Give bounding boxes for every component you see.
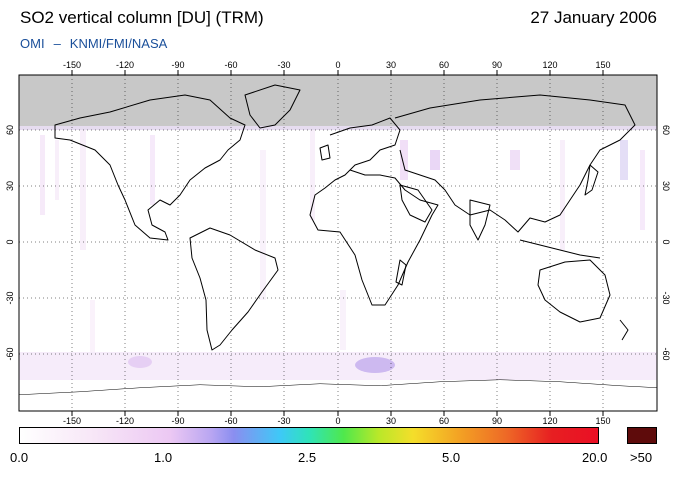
so2-patch-southwest [128, 356, 152, 368]
lat-label: 30 [5, 181, 15, 191]
lon-label: 60 [439, 416, 449, 425]
map-date: 27 January 2006 [530, 8, 657, 27]
so2-world-map: -150 -120 -90 -60 -30 0 30 60 90 120 150… [5, 60, 671, 425]
colorbar-label: 0.0 [10, 450, 29, 465]
credit-line: OMI – KNMI/FMI/NASA [20, 36, 167, 52]
coastlines [19, 84, 657, 396]
colorbar-label: 20.0 [582, 450, 608, 465]
lon-label: -150 [63, 416, 81, 425]
lat-label: 60 [5, 125, 15, 135]
lat-label: -30 [661, 291, 671, 304]
lon-label: -60 [224, 416, 237, 425]
lon-label: 0 [335, 60, 340, 70]
lon-label: -90 [171, 416, 184, 425]
lon-label: -60 [224, 60, 237, 70]
lon-label: 150 [595, 416, 610, 425]
lon-label: 90 [492, 416, 502, 425]
overflow-color-box [627, 427, 657, 444]
lon-label: 0 [335, 416, 340, 425]
lon-label: -90 [171, 60, 184, 70]
lon-label: 90 [492, 60, 502, 70]
lon-label: -150 [63, 60, 81, 70]
so2-patch-south [355, 357, 395, 373]
lat-label: 0 [661, 239, 671, 244]
colorbar-label: 2.5 [298, 450, 317, 465]
colorbar-label: 5.0 [442, 450, 461, 465]
lon-label: 120 [542, 60, 557, 70]
lon-labels-bottom: -150 -120 -90 -60 -30 0 30 60 90 120 150 [63, 416, 611, 425]
lat-label: -60 [5, 347, 15, 360]
credit-instrument: OMI [20, 36, 45, 51]
lat-label: 0 [5, 239, 15, 244]
credit-separator: – [53, 36, 61, 51]
lon-label: -120 [116, 60, 134, 70]
lat-label: -30 [5, 291, 15, 304]
graticule [19, 75, 657, 411]
lon-label: 150 [595, 60, 610, 70]
lat-label: 60 [661, 125, 671, 135]
lon-label: 30 [386, 416, 396, 425]
lon-label: 30 [386, 60, 396, 70]
lat-labels-left: 60 30 0 -30 -60 [5, 125, 15, 361]
lon-label: -30 [277, 60, 290, 70]
lon-labels-top: -150 -120 -90 -60 -30 0 30 60 90 120 150 [63, 60, 611, 70]
lat-labels-right: 60 30 0 -30 -60 [661, 125, 671, 361]
overflow-label: >50 [630, 450, 653, 465]
lon-label: 60 [439, 60, 449, 70]
lon-label: -120 [116, 416, 134, 425]
credit-institutions: KNMI/FMI/NASA [69, 36, 168, 51]
lon-label: 120 [542, 416, 557, 425]
lat-label: -60 [661, 347, 671, 360]
lat-label: 30 [661, 181, 671, 191]
lon-label: -30 [277, 416, 290, 425]
tick-marks [71, 70, 604, 416]
so2-retrieval-streaks [40, 130, 645, 360]
colorbar-label: 1.0 [154, 450, 173, 465]
no-data-region [19, 75, 657, 126]
map-title: SO2 vertical column [DU] (TRM) [20, 8, 264, 27]
colorbar [19, 427, 599, 444]
